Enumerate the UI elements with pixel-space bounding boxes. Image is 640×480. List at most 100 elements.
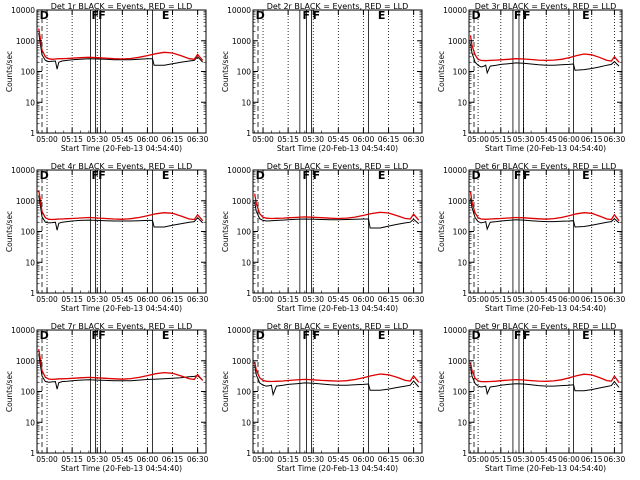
x-tick-label: 06:15 (162, 455, 184, 464)
y-tick-label: 100 (21, 228, 36, 237)
x-tick-label: 06:15 (581, 135, 603, 144)
y-tick-label: 1000 (448, 197, 467, 206)
event-marker-label: F (98, 9, 106, 22)
y-tick-label: 1000 (232, 197, 251, 206)
x-tick-label: 06:30 (403, 455, 425, 464)
x-tick-label: 05:00 (252, 135, 274, 144)
x-tick-label: 06:30 (604, 455, 626, 464)
x-tick-label: 06:00 (558, 455, 580, 464)
y-tick-label: 1000 (16, 357, 35, 366)
plot-frame (468, 9, 623, 134)
event-marker-label: F (98, 169, 106, 182)
event-marker-label: F (523, 169, 531, 182)
x-tick-label: 06:00 (558, 135, 580, 144)
event-marker-label: F (523, 9, 531, 22)
x-tick-label: 05:45 (535, 455, 557, 464)
event-marker-label: F (514, 169, 522, 182)
x-tick-label: 05:30 (86, 295, 108, 304)
x-tick-label: 05:15 (490, 135, 512, 144)
series-line-lld (38, 348, 204, 381)
series-line-events (38, 353, 204, 390)
x-tick-label: 05:45 (112, 295, 134, 304)
plot-frame (468, 329, 623, 454)
x-tick-label: 06:00 (353, 295, 375, 304)
y-tick-label: 1000 (448, 37, 467, 46)
event-marker-label: E (582, 329, 590, 342)
x-tick-label: 05:00 (252, 295, 274, 304)
event-marker-label: F (303, 9, 311, 22)
x-tick-label: 06:00 (558, 295, 580, 304)
x-tick-label: 05:30 (302, 135, 324, 144)
event-marker-label: D (40, 169, 49, 182)
y-axis-label: Counts/sec (437, 211, 446, 252)
x-tick-label: 06:30 (604, 135, 626, 144)
event-marker-label: D (472, 9, 481, 22)
y-tick-label: 1000 (16, 37, 35, 46)
y-tick-label: 10 (25, 418, 35, 427)
event-marker-label: E (378, 329, 386, 342)
y-axis-label: Counts/sec (221, 371, 230, 412)
x-tick-label: 06:00 (137, 295, 159, 304)
y-tick-label: 1 (462, 289, 467, 298)
x-tick-label: 06:30 (403, 135, 425, 144)
y-tick-label: 10 (25, 98, 35, 107)
y-tick-label: 100 (237, 388, 252, 397)
y-tick-label: 10000 (443, 166, 467, 175)
series-line-lld (38, 28, 204, 61)
y-axis-label: Counts/sec (437, 51, 446, 92)
y-axis-label: Counts/sec (5, 371, 14, 412)
event-marker-label: E (582, 9, 590, 22)
y-axis-label: Counts/sec (5, 211, 14, 252)
x-tick-label: 05:15 (61, 135, 83, 144)
x-axis-label: Start Time (20-Feb-13 04:54:40) (277, 144, 398, 153)
event-marker-label: F (303, 329, 311, 342)
y-tick-label: 10 (241, 258, 251, 267)
x-axis-label: Start Time (20-Feb-13 04:54:40) (61, 464, 182, 473)
x-tick-label: 05:45 (328, 135, 350, 144)
x-tick-label: 05:45 (328, 455, 350, 464)
plot-frame (36, 169, 207, 294)
series-line-events (470, 366, 620, 396)
x-tick-label: 05:45 (112, 135, 134, 144)
x-tick-label: 05:30 (513, 135, 535, 144)
x-tick-label: 06:15 (581, 455, 603, 464)
x-tick-label: 06:30 (187, 455, 209, 464)
x-tick-label: 06:00 (353, 455, 375, 464)
y-axis-label: Counts/sec (221, 51, 230, 92)
x-tick-label: 06:15 (378, 455, 400, 464)
x-tick-label: 05:30 (86, 455, 108, 464)
plot-frame (252, 9, 423, 134)
y-tick-label: 100 (453, 68, 468, 77)
event-marker-label: D (472, 169, 481, 182)
y-tick-label: 10 (241, 98, 251, 107)
panel-title: Det 2r BLACK = Events, RED = LLD (267, 2, 409, 11)
y-tick-label: 1 (462, 449, 467, 458)
y-tick-label: 10000 (443, 6, 467, 15)
x-tick-label: 06:30 (187, 135, 209, 144)
x-tick-label: 05:30 (86, 135, 108, 144)
x-tick-label: 06:00 (137, 455, 159, 464)
x-tick-label: 05:30 (513, 295, 535, 304)
y-tick-label: 10000 (11, 326, 35, 335)
x-tick-label: 05:45 (535, 295, 557, 304)
x-tick-label: 06:30 (604, 295, 626, 304)
x-tick-label: 05:00 (467, 455, 489, 464)
event-marker-label: E (162, 9, 170, 22)
y-tick-label: 100 (237, 228, 252, 237)
x-tick-label: 05:30 (302, 295, 324, 304)
x-tick-label: 05:00 (36, 135, 58, 144)
y-tick-label: 100 (453, 228, 468, 237)
event-marker-label: F (313, 9, 321, 22)
x-tick-label: 05:30 (302, 455, 324, 464)
plot-frame (252, 329, 423, 454)
x-axis-label: Start Time (20-Feb-13 04:54:40) (61, 144, 182, 153)
y-tick-label: 10000 (11, 6, 35, 15)
event-marker-label: F (92, 169, 100, 182)
event-marker-label: F (92, 329, 100, 342)
